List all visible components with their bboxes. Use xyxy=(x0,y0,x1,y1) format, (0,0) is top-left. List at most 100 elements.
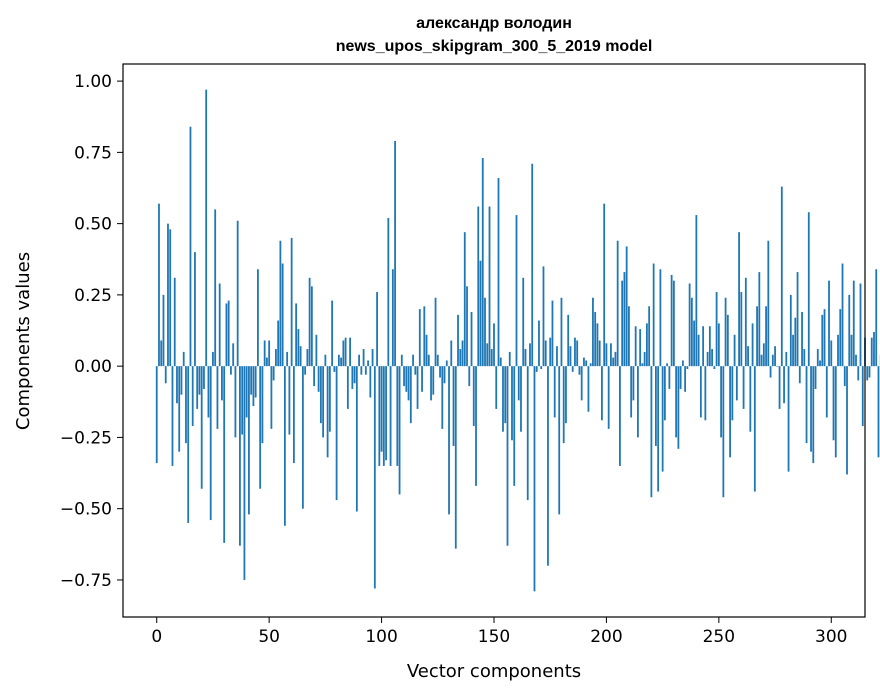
bar-96 xyxy=(371,349,374,367)
bar-284 xyxy=(794,317,797,367)
bar-311 xyxy=(855,354,857,367)
bar-157 xyxy=(508,351,511,367)
y-tick-label: −0.25 xyxy=(60,428,112,448)
bar-211 xyxy=(630,366,633,418)
bar-133 xyxy=(454,366,457,549)
bar-31 xyxy=(225,303,228,367)
bar-36 xyxy=(236,220,239,367)
bar-195 xyxy=(594,311,597,367)
bar-19 xyxy=(198,366,201,395)
bar-24 xyxy=(209,366,212,521)
bar-254 xyxy=(726,314,729,367)
bar-243 xyxy=(702,326,705,367)
bar-181 xyxy=(562,366,565,444)
bar-107 xyxy=(396,366,399,466)
bar-259 xyxy=(738,232,740,367)
bar-50 xyxy=(268,340,271,367)
bar-38 xyxy=(241,366,244,435)
bar-63 xyxy=(297,329,300,367)
bar-294 xyxy=(816,349,819,367)
bar-299 xyxy=(828,280,830,367)
bar-99 xyxy=(378,366,381,466)
bar-170 xyxy=(538,320,540,367)
x-tick-label: 50 xyxy=(258,627,280,647)
bar-184 xyxy=(569,346,572,367)
bar-109 xyxy=(400,354,403,367)
x-tick-label: 100 xyxy=(365,627,397,647)
bar-280 xyxy=(785,351,788,367)
bar-240 xyxy=(695,215,698,367)
bar-271 xyxy=(765,306,767,367)
bar-95 xyxy=(369,366,372,398)
y-tick-label: −0.75 xyxy=(60,571,112,591)
bar-163 xyxy=(522,277,525,367)
chart-title-line-1: александр володин xyxy=(416,15,572,32)
bar-134 xyxy=(457,314,459,367)
bar-112 xyxy=(407,366,410,401)
y-tick-label: 0.75 xyxy=(74,143,112,163)
bar-137 xyxy=(463,232,466,367)
y-tick-label: 0.50 xyxy=(74,215,112,235)
bar-73 xyxy=(319,366,322,424)
bar-232 xyxy=(677,366,680,449)
bar-241 xyxy=(697,334,700,367)
x-axis-ticks: 0 50 100 150 200 250 300 xyxy=(151,617,847,647)
bar-86 xyxy=(349,337,351,367)
plot-frame xyxy=(122,63,866,618)
bar-264 xyxy=(749,366,752,432)
bar-166 xyxy=(529,343,531,367)
bar-210 xyxy=(628,306,630,367)
bar-72 xyxy=(317,366,320,392)
bar-122 xyxy=(430,366,432,401)
y-tick-label: 1.00 xyxy=(74,72,112,92)
bar-246 xyxy=(708,326,711,367)
bar-228 xyxy=(668,366,671,389)
bar-224 xyxy=(659,269,662,367)
bar-27 xyxy=(216,366,219,429)
bar-14 xyxy=(187,366,190,523)
bar-120 xyxy=(425,334,428,367)
bar-267 xyxy=(756,306,758,367)
bar-7 xyxy=(171,366,174,466)
bar-4 xyxy=(164,366,167,384)
bar-169 xyxy=(535,366,538,372)
bar-148 xyxy=(488,206,491,367)
bar-106 xyxy=(394,140,396,367)
bar-69 xyxy=(310,286,313,367)
bar-250 xyxy=(717,323,720,367)
bar-8 xyxy=(173,277,176,367)
bar-131 xyxy=(450,340,453,367)
bar-66 xyxy=(304,366,307,375)
bar-274 xyxy=(771,354,774,367)
bar-67 xyxy=(306,349,309,367)
bar-128 xyxy=(443,366,446,384)
bar-159 xyxy=(513,366,516,486)
bar-180 xyxy=(560,297,563,367)
bar-251 xyxy=(720,366,722,438)
bar-5 xyxy=(167,223,169,367)
bar-121 xyxy=(427,354,430,367)
bar-88 xyxy=(353,366,356,384)
bar-298 xyxy=(825,366,828,418)
bar-278 xyxy=(780,186,783,367)
bar-263 xyxy=(747,346,749,367)
bar-22 xyxy=(205,89,208,367)
bar-37 xyxy=(239,366,241,546)
bar-64 xyxy=(299,346,302,367)
bar-21 xyxy=(203,366,205,389)
x-tick-label: 250 xyxy=(703,627,735,647)
bar-44 xyxy=(254,366,257,398)
bar-258 xyxy=(735,366,738,401)
bar-286 xyxy=(798,366,801,384)
bar-139 xyxy=(468,366,471,387)
bar-42 xyxy=(250,366,253,395)
bar-273 xyxy=(769,366,772,378)
bar-220 xyxy=(650,366,653,498)
bar-23 xyxy=(207,366,210,418)
bar-132 xyxy=(452,366,455,446)
bar-189 xyxy=(580,366,583,401)
bar-201 xyxy=(607,366,610,429)
bar-187 xyxy=(576,340,579,367)
y-axis-ticks: −0.75 −0.50 −0.25 0.00 0.25 0.50 0.75 1.00 xyxy=(60,72,123,591)
x-tick-label: 300 xyxy=(815,627,847,647)
